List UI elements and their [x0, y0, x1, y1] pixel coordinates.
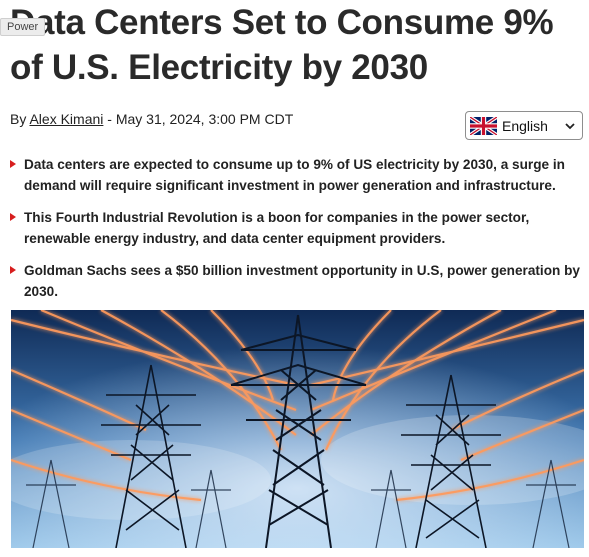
byline: By Alex Kimani - May 31, 2024, 3:00 PM C…: [10, 111, 293, 127]
publish-date: - May 31, 2024, 3:00 PM CDT: [103, 111, 294, 127]
article-summary-list: Data centers are expected to consume up …: [10, 154, 580, 313]
chevron-down-icon: [565, 122, 575, 129]
category-tag[interactable]: Power: [0, 18, 46, 36]
author-link[interactable]: Alex Kimani: [29, 111, 104, 127]
bullet-arrow-icon: [10, 160, 16, 168]
uk-flag-icon: [470, 116, 497, 135]
article-title: Data Centers Set to Consume 9% of U.S. E…: [10, 3, 554, 87]
summary-bullet: Goldman Sachs sees a $50 billion investm…: [10, 260, 580, 302]
summary-bullet: This Fourth Industrial Revolution is a b…: [10, 207, 580, 249]
byline-prefix: By: [10, 111, 30, 127]
language-select-value: English: [502, 117, 548, 134]
language-select[interactable]: English: [465, 111, 583, 140]
bullet-arrow-icon: [10, 213, 16, 221]
summary-bullet: Data centers are expected to consume up …: [10, 154, 580, 196]
power-lines-illustration: [11, 310, 584, 548]
bullet-arrow-icon: [10, 266, 16, 274]
hero-image: [11, 310, 584, 548]
